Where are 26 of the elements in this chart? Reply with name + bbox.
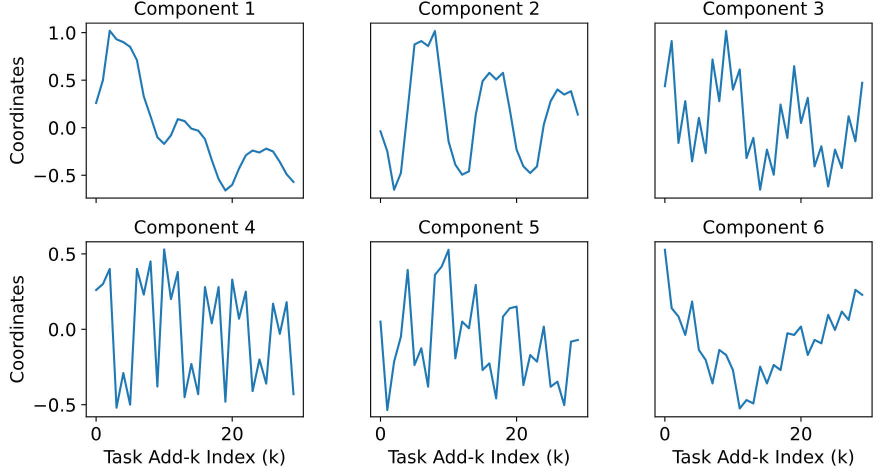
y-tick-label: −0.5 (34, 168, 75, 182)
y-tick-label: 1.0 (50, 26, 76, 40)
y-tick-label: 0.0 (48, 322, 76, 336)
x-axis-title: Task Add-k Index (k) (388, 450, 569, 466)
chart-title: Component 4 (134, 220, 255, 238)
y-tick-label: 0.0 (48, 121, 76, 135)
x-tick-label: 0 (92, 426, 101, 440)
x-tick-label: 20 (506, 426, 527, 440)
y-tick-label: 0.5 (48, 247, 75, 262)
y-axis-title: Coordinates (10, 276, 24, 382)
line-series (95, 248, 294, 409)
chart-title: Component 3 (704, 1, 824, 19)
x-tick-label: 0 (660, 426, 670, 440)
chart-title: Component 6 (704, 220, 824, 238)
x-axis-title: Task Add-k Index (k) (104, 450, 284, 466)
y-tick-label: 0.5 (48, 74, 75, 88)
x-tick-label: 20 (222, 426, 242, 440)
x-axis-title: Task Add-k Index (k) (672, 450, 854, 466)
chart-title: Component 1 (134, 1, 254, 19)
y-tick-label: −0.5 (34, 398, 75, 412)
chart-title: Component 2 (419, 1, 538, 19)
line-series (95, 30, 294, 192)
x-tick-label: 0 (376, 426, 386, 440)
y-axis-title: Coordinates (10, 57, 24, 164)
chart-title: Component 5 (419, 220, 539, 238)
x-tick-label: 20 (790, 426, 812, 440)
